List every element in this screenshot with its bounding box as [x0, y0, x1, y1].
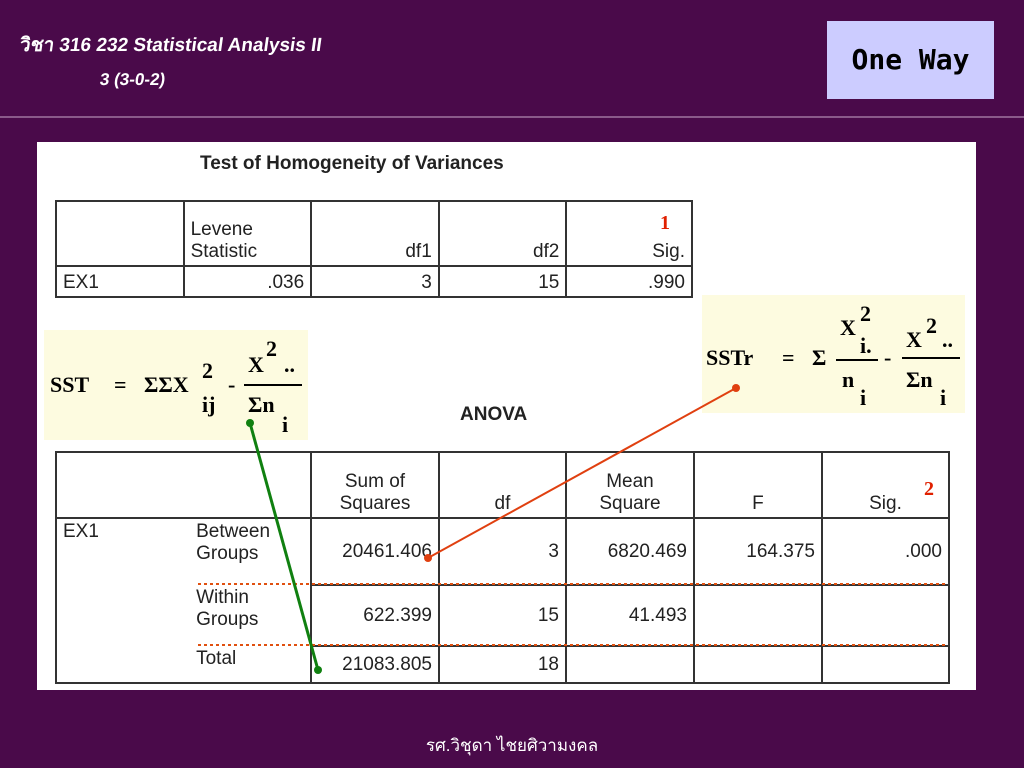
table-cell: 622.399	[309, 585, 440, 647]
table-cell	[692, 646, 823, 684]
formula-text: SSTr	[706, 345, 754, 370]
table-cell: Levene Statistic	[182, 200, 313, 267]
formula-text: Σn	[906, 367, 933, 392]
formula-text: i.	[860, 333, 872, 358]
formula-text: SST	[50, 372, 90, 397]
fraction-bar	[836, 359, 878, 361]
table-cell: .000	[820, 517, 951, 586]
table-cell: 21083.805	[309, 646, 440, 684]
table-cell: Sig.	[820, 451, 951, 519]
table-cell	[55, 200, 185, 267]
table-cell: df	[437, 451, 567, 519]
data-row: EX1.036 3 15.990	[55, 265, 693, 298]
sstr-formula: SSTr = Σ X 2 i. n i - X 2 .. Σn i	[702, 295, 965, 413]
table-cell: 20461.406	[309, 517, 440, 586]
sst-formula: SST = ΣΣX 2 ij - X 2 .. Σn i	[44, 330, 308, 440]
table-cell: Total	[190, 646, 312, 684]
formula-text: 2	[926, 313, 937, 338]
table-cell: F	[692, 451, 823, 519]
formula-text: i	[282, 412, 289, 437]
header-row: Sum of Squares df Mean Square F Sig.	[54, 451, 951, 519]
formula-text: X	[248, 352, 264, 377]
table-cell: EX1	[55, 265, 185, 298]
table-cell	[54, 451, 191, 519]
connector-dot	[314, 666, 322, 674]
footer: รศ.วิชุดา ไชยศิวามงคล	[425, 736, 599, 755]
table-cell: df2	[437, 200, 568, 267]
formula-text: i	[860, 385, 867, 410]
formula-text: n	[842, 367, 855, 392]
table-cell: EX1	[54, 518, 191, 585]
connector-dot	[246, 419, 254, 427]
formula-text: ij	[202, 392, 216, 417]
table-cell: 15	[437, 585, 567, 647]
formula-text: ..	[942, 327, 953, 352]
table-cell: 18	[437, 646, 567, 684]
badge: One Way	[827, 21, 994, 99]
table-title: Test of Homogeneity of Variances	[200, 153, 504, 174]
table-cell: Sig.	[565, 200, 693, 267]
formula-text: 2	[202, 358, 213, 383]
formula-text: 2	[860, 301, 871, 326]
table-cell	[54, 646, 191, 684]
table-cell: 164.375	[692, 517, 823, 586]
data-row: Within Groups 622.399 15 41.493	[54, 585, 951, 647]
formula-text: Σ	[812, 345, 827, 370]
table-cell: df1	[310, 200, 440, 267]
data-row: Total 21083.805 18	[54, 646, 951, 684]
table-cell: 3	[310, 265, 440, 298]
formula-text: -	[884, 345, 892, 370]
table-cell: 6820.469	[564, 517, 695, 586]
table-cell: 15	[437, 265, 568, 298]
table-cell	[820, 585, 951, 647]
divider	[0, 116, 1024, 118]
formula-text: -	[228, 372, 236, 397]
table-title: ANOVA	[460, 404, 528, 425]
table-cell	[54, 585, 191, 646]
formula-text: ΣΣX	[144, 372, 189, 397]
table-cell: Sum of Squares	[309, 451, 440, 519]
table-cell: Mean Square	[564, 451, 695, 519]
table-cell	[820, 646, 951, 684]
formula-text: i	[940, 385, 947, 410]
formula-text: 2	[266, 336, 277, 361]
table-cell: .036	[182, 265, 313, 298]
table-cell	[190, 451, 312, 519]
formula-text: =	[114, 372, 127, 397]
table-cell: Within Groups	[190, 585, 312, 646]
anova-table: Sum of Squares df Mean Square F Sig. EX1 Betwe…	[54, 451, 951, 684]
data-row: EX1 Between Groups 20461.406 3 6820.469 164.3…	[54, 517, 951, 586]
formula-text: ..	[284, 352, 295, 377]
connector-dot	[732, 384, 740, 392]
table-cell: 3	[437, 517, 567, 586]
connector	[248, 422, 320, 671]
table-cell: 41.493	[564, 585, 695, 647]
formula-text: X	[840, 315, 856, 340]
connector	[427, 387, 737, 559]
fraction-bar	[902, 357, 960, 359]
header-row: Levene Statistic df1 df2 Sig.	[55, 200, 693, 267]
table-cell	[564, 646, 695, 684]
formula-text: X	[906, 327, 922, 352]
fraction-bar	[244, 384, 302, 386]
formula-text: Σn	[248, 392, 275, 417]
connector-dot	[424, 554, 432, 562]
homogeneity-table: Levene Statistic df1 df2 Sig. EX1.036 3 15.990	[55, 200, 693, 298]
formula-text: =	[782, 345, 795, 370]
table-cell: .990	[565, 265, 693, 298]
